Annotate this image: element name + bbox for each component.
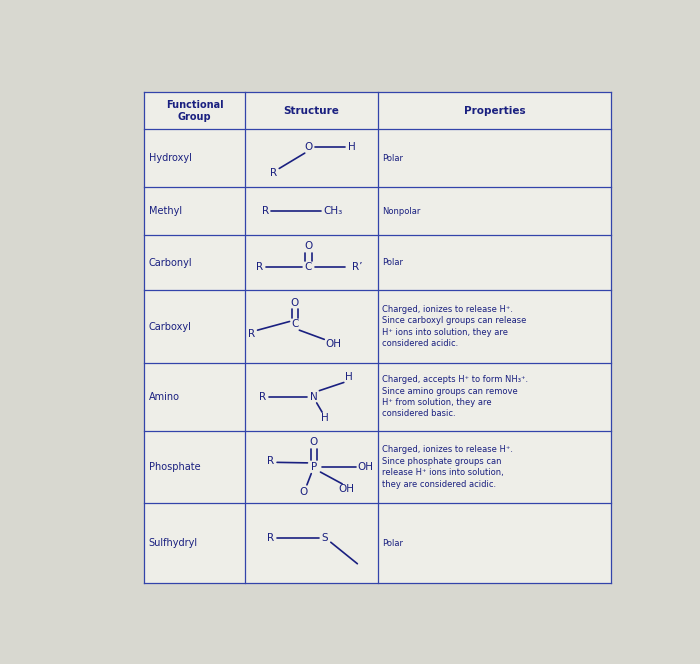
Text: R: R [262,207,269,216]
Text: Carbonyl: Carbonyl [149,258,192,268]
Text: Charged, ionizes to release H⁺.
Since phosphate groups can
release H⁺ ions into : Charged, ionizes to release H⁺. Since ph… [382,446,513,489]
Text: O: O [304,142,313,152]
Text: Polar: Polar [382,539,403,548]
Text: H: H [348,142,356,152]
Text: O: O [299,487,307,497]
Text: Charged, ionizes to release H⁺.
Since carboxyl groups can release
H⁺ ions into s: Charged, ionizes to release H⁺. Since ca… [382,305,526,348]
Text: Structure: Structure [284,106,340,116]
Text: Nonpolar: Nonpolar [382,207,421,216]
Text: R: R [267,533,274,543]
Text: OH: OH [325,339,341,349]
Text: Carboxyl: Carboxyl [149,321,192,331]
Text: P: P [311,462,317,472]
Text: R: R [248,329,255,339]
Text: H: H [345,373,353,382]
Text: H: H [321,413,329,423]
Text: R: R [270,167,276,177]
Text: C: C [291,319,299,329]
Text: S: S [321,533,328,543]
Text: R’: R’ [352,262,363,272]
Text: O: O [310,438,318,448]
Text: N: N [310,392,318,402]
Bar [144,92,611,583]
Text: OH: OH [358,462,374,472]
Text: R: R [267,456,274,466]
Text: Functional
Group: Functional Group [166,100,223,122]
Text: Amino: Amino [149,392,180,402]
Text: O: O [291,297,299,307]
Text: CH₃: CH₃ [323,207,342,216]
Text: O: O [304,242,313,252]
Text: Charged, accepts H⁺ to form NH₃⁺.
Since amino groups can remove
H⁺ from solution: Charged, accepts H⁺ to form NH₃⁺. Since … [382,375,528,418]
Text: Polar: Polar [382,258,403,268]
Text: Properties: Properties [463,106,525,116]
Text: Sulfhydryl: Sulfhydryl [149,539,198,548]
Text: Polar: Polar [382,154,403,163]
Text: OH: OH [339,484,354,494]
Text: Hydroxyl: Hydroxyl [149,153,192,163]
Text: C: C [305,262,312,272]
Text: Phosphate: Phosphate [149,462,200,472]
Text: Methyl: Methyl [149,207,182,216]
Text: R: R [259,392,266,402]
Text: R: R [256,262,263,272]
